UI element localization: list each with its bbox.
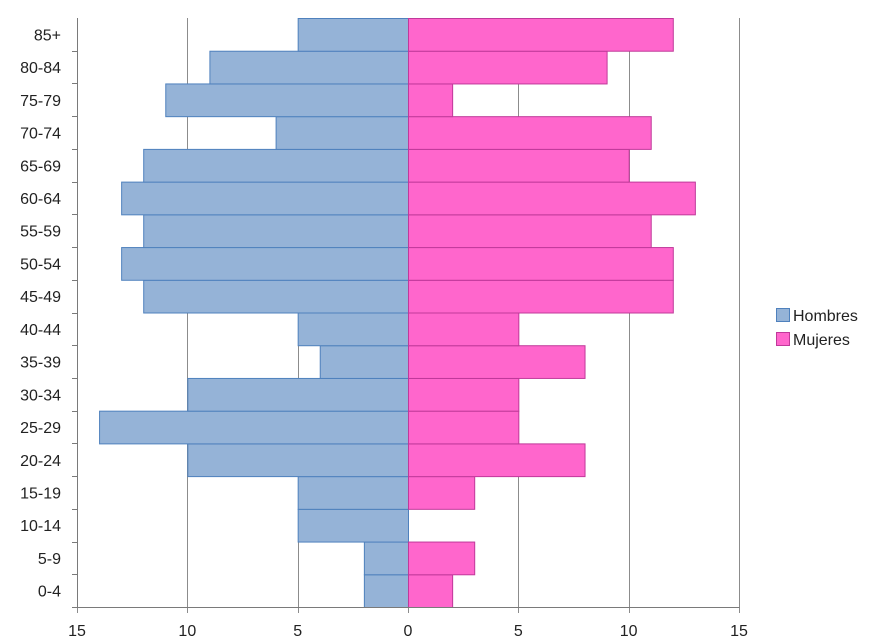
x-tick-label: 0 [404, 623, 413, 640]
legend: Hombres Mujeres [776, 308, 858, 349]
y-tick-label: 85+ [34, 27, 61, 44]
y-tick-label: 20-24 [20, 453, 61, 470]
y-tick-label: 75-79 [20, 93, 61, 110]
x-tick-label: 15 [68, 623, 86, 640]
y-tick-label: 35-39 [20, 355, 61, 372]
bar-hombres [275, 116, 409, 150]
bar-mujeres [408, 345, 586, 379]
y-tick-label: 65-69 [20, 158, 61, 175]
legend-label-mujeres: Mujeres [793, 332, 850, 349]
y-tick-label: 60-64 [20, 191, 61, 208]
bar-hombres [121, 247, 409, 281]
bar-hombres [121, 181, 409, 216]
legend-label-hombres: Hombres [793, 308, 858, 325]
axes-layer: 0-4 5-9 10-14 15-19 20-24 25-29 30-34 35-39 40-4… [20, 18, 748, 640]
x-tick-label: 15 [730, 623, 748, 640]
bar-hombres [297, 312, 409, 347]
bar-hombres [143, 279, 409, 314]
bar-hombres [187, 443, 409, 478]
legend-swatch-mujeres [776, 332, 790, 346]
bar-hombres [209, 50, 409, 85]
bar-hombres [143, 148, 409, 183]
bar-hombres [297, 476, 409, 510]
bar-hombres [187, 377, 409, 412]
y-tick-label: 55-59 [20, 224, 61, 241]
bar-hombres [297, 508, 409, 543]
bar-hombres [165, 83, 409, 118]
y-tick-label: 15-19 [20, 485, 61, 502]
y-tick-label: 50-54 [20, 256, 61, 273]
bar-mujeres [408, 18, 674, 52]
y-tick-label: 70-74 [20, 126, 61, 143]
bar-mujeres [408, 247, 674, 281]
y-tick-label: 45-49 [20, 289, 61, 306]
bar-mujeres [408, 116, 652, 150]
bar-hombres [297, 18, 409, 52]
y-tick-label: 0-4 [38, 584, 61, 601]
x-tick-label: 10 [178, 623, 196, 640]
legend-swatch-hombres [776, 308, 790, 322]
bar-hombres [143, 214, 409, 249]
bar-mujeres [408, 279, 674, 314]
bar-mujeres [408, 443, 586, 478]
bar-hombres [363, 541, 410, 576]
bar-mujeres [408, 541, 476, 576]
bar-mujeres [408, 574, 454, 608]
bar-mujeres [408, 50, 608, 85]
x-tick-label: 10 [620, 623, 638, 640]
bar-mujeres [408, 83, 454, 118]
bar-hombres [363, 574, 410, 608]
bar-mujeres [408, 476, 476, 510]
bar-mujeres [408, 377, 520, 412]
y-tick-label: 40-44 [20, 322, 61, 339]
x-tick-label: 5 [514, 623, 523, 640]
bar-mujeres [408, 148, 630, 183]
y-tick-label: 80-84 [20, 60, 61, 77]
bar-mujeres [408, 181, 696, 216]
bar-mujeres [408, 214, 652, 249]
bar-hombres [319, 345, 410, 379]
y-tick-label: 30-34 [20, 387, 61, 404]
bar-hombres [99, 410, 409, 445]
bar-mujeres [408, 410, 520, 445]
x-tick-label: 5 [293, 623, 302, 640]
y-tick-label: 10-14 [20, 518, 61, 535]
y-tick-label: 5-9 [38, 551, 61, 568]
bar-mujeres [408, 312, 520, 347]
bars-layer [99, 18, 696, 608]
y-tick-label: 25-29 [20, 420, 61, 437]
